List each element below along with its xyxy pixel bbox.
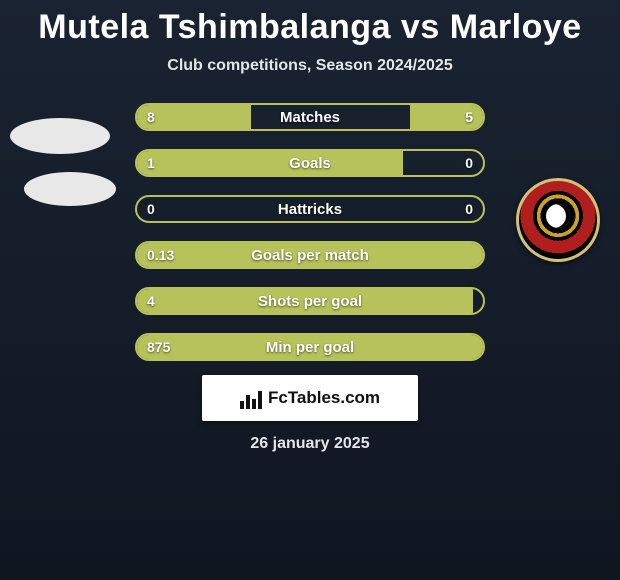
brand-card: FcTables.com	[202, 375, 418, 421]
stat-label: Matches	[280, 109, 340, 126]
stat-value-left: 0.13	[147, 247, 174, 263]
stat-value-left: 8	[147, 109, 155, 125]
comparison-chart: 8 Matches 5 1 Goals 0 0 Hattricks 0 0.13…	[0, 103, 620, 361]
stat-row-matches: 8 Matches 5	[135, 103, 485, 131]
stat-value-right: 0	[465, 201, 473, 217]
page-title: Mutela Tshimbalanga vs Marloye	[38, 8, 581, 47]
brand-name: FcTables.com	[268, 388, 380, 408]
stat-value-left: 1	[147, 155, 155, 171]
brand-logo-icon	[240, 387, 262, 409]
page-subtitle: Club competitions, Season 2024/2025	[167, 57, 452, 75]
stat-row-goals-per-match: 0.13 Goals per match	[135, 241, 485, 269]
stat-label: Shots per goal	[258, 293, 362, 310]
stat-row-goals: 1 Goals 0	[135, 149, 485, 177]
stat-row-hattricks: 0 Hattricks 0	[135, 195, 485, 223]
stat-row-min-per-goal: 875 Min per goal	[135, 333, 485, 361]
stat-value-right: 5	[465, 109, 473, 125]
stat-row-shots-per-goal: 4 Shots per goal	[135, 287, 485, 315]
stat-label: Goals per match	[251, 247, 369, 264]
stat-value-left: 4	[147, 293, 155, 309]
stat-label: Hattricks	[278, 201, 342, 218]
footer-date: 26 january 2025	[250, 435, 369, 453]
stat-label: Min per goal	[266, 339, 354, 356]
stat-value-left: 0	[147, 201, 155, 217]
bar-left	[137, 151, 403, 175]
stat-value-left: 875	[147, 339, 170, 355]
stat-label: Goals	[289, 155, 331, 172]
stat-value-right: 0	[465, 155, 473, 171]
